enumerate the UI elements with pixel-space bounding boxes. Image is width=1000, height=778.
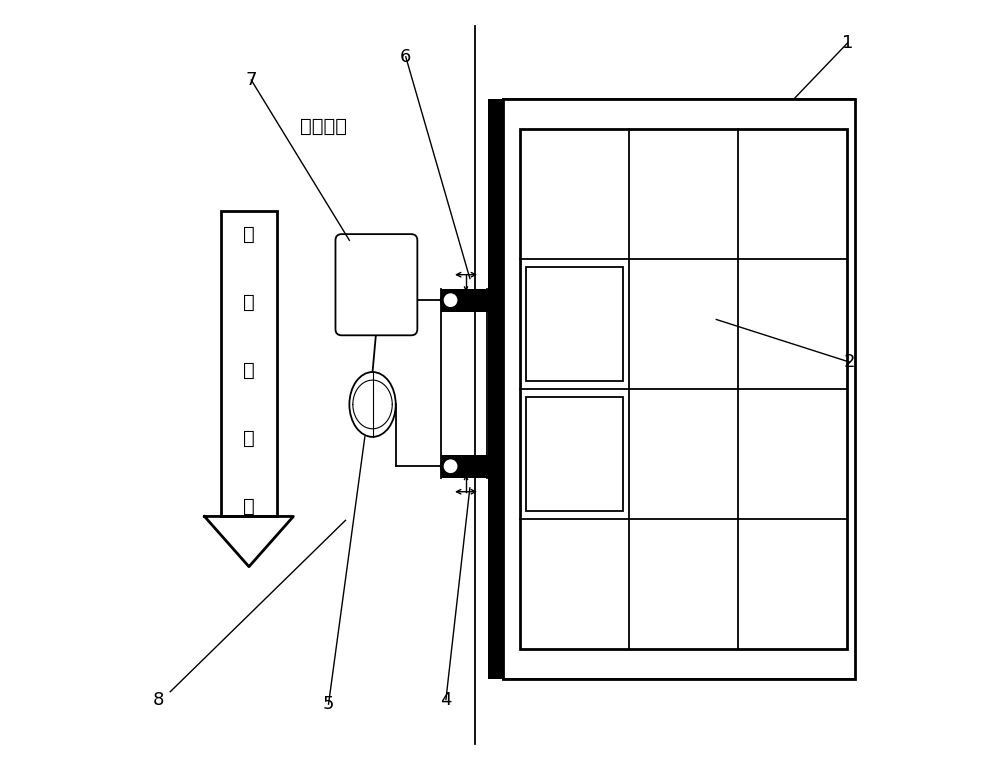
FancyBboxPatch shape [335, 234, 417, 335]
Bar [526, 267, 623, 381]
Text: 锁脚螺栓: 锁脚螺栓 [300, 117, 347, 136]
Text: 7: 7 [246, 71, 257, 89]
Bar [526, 397, 623, 511]
Text: 6: 6 [400, 48, 411, 66]
Text: 4: 4 [440, 691, 452, 709]
Text: 道: 道 [243, 361, 255, 380]
Text: 2: 2 [843, 353, 855, 371]
Text: 线: 线 [243, 497, 255, 516]
Bar [441, 454, 488, 478]
Bar [520, 128, 847, 650]
Text: 8: 8 [153, 691, 164, 709]
Bar [488, 100, 503, 678]
Bar [503, 100, 855, 678]
Circle shape [444, 294, 457, 307]
Bar [441, 289, 488, 312]
Bar [221, 212, 277, 517]
Text: 1: 1 [842, 34, 853, 52]
Text: 主: 主 [243, 225, 255, 244]
Text: 轴: 轴 [243, 429, 255, 448]
Circle shape [441, 290, 461, 310]
Circle shape [441, 456, 461, 476]
Ellipse shape [349, 372, 396, 437]
Text: 5: 5 [323, 696, 334, 713]
Circle shape [444, 460, 457, 472]
Text: 隧: 隧 [243, 293, 255, 312]
